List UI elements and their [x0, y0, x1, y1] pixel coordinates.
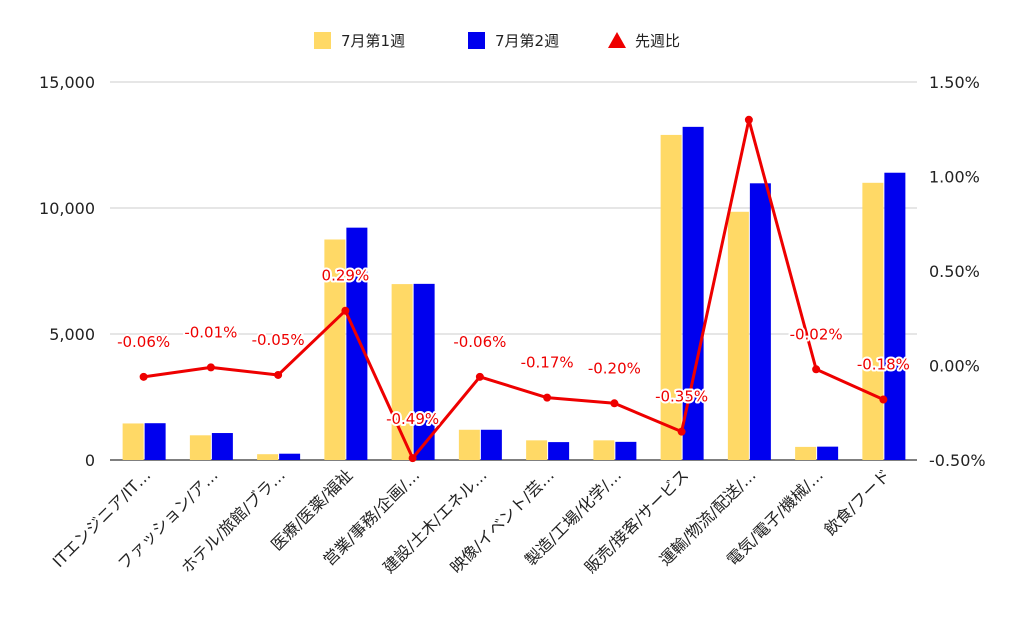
- bar: [122, 423, 144, 460]
- bar: [480, 429, 502, 460]
- ratio-line: [143, 118, 884, 460]
- category-label: 飲食/フード: [820, 465, 894, 539]
- bar: [615, 441, 637, 460]
- bar: [526, 440, 548, 460]
- bar: [660, 134, 682, 461]
- data-label: -0.06%: [117, 333, 170, 351]
- data-labels: -0.06% -0.01% -0.05% 0.29% -0.49% -0.06% -0.17…: [115, 265, 912, 430]
- bar: [211, 433, 233, 460]
- data-label: -0.05%: [252, 331, 305, 349]
- ratio-point: [475, 372, 484, 381]
- legend-label: 先週比: [635, 32, 680, 50]
- left-tick-label: 15,000: [39, 73, 95, 92]
- line-series: [139, 115, 888, 463]
- bar: [884, 172, 906, 460]
- data-label: -0.18%: [857, 356, 910, 374]
- data-label: 0.29%: [322, 267, 370, 285]
- legend-label: 7月第2週: [495, 32, 559, 50]
- legend-marker: [608, 32, 626, 48]
- ratio-point: [744, 115, 753, 124]
- grid-lines: [110, 81, 917, 461]
- bar: [391, 284, 413, 460]
- data-label: -0.17%: [521, 354, 574, 372]
- right-tick-label: 0.50%: [929, 262, 980, 281]
- bar: [458, 429, 480, 460]
- data-label: -0.06%: [453, 333, 506, 351]
- ratio-point: [139, 372, 148, 381]
- ratio-point: [812, 365, 821, 374]
- bar: [144, 423, 166, 460]
- data-label: -0.02%: [790, 325, 843, 343]
- ratio-point: [610, 399, 619, 408]
- bar: [324, 239, 346, 460]
- bar: [346, 227, 368, 460]
- ratio-point: [341, 306, 350, 315]
- bar: [749, 183, 771, 460]
- x-axis: ITエンジニア/IT…ファッション/ア…ホテル/旅館/ブラ…医療/医薬/福祉営業…: [49, 465, 894, 577]
- ratio-point: [543, 393, 552, 402]
- bar: [413, 283, 435, 460]
- ratio-point: [677, 427, 686, 436]
- right-tick-label: 1.00%: [929, 168, 980, 187]
- right-tick-label: -0.50%: [929, 451, 986, 470]
- data-label: -0.20%: [588, 359, 641, 377]
- bar: [257, 454, 279, 460]
- left-axis: 0 5,000 10,000 15,000: [39, 73, 95, 470]
- bar: [189, 435, 211, 460]
- left-tick-label: 0: [85, 451, 95, 470]
- right-axis: -0.50% 0.00% 0.50% 1.00% 1.50%: [929, 73, 986, 470]
- left-tick-label: 10,000: [39, 199, 95, 218]
- bar: [795, 446, 817, 460]
- bar: [817, 446, 839, 460]
- bar: [279, 453, 301, 460]
- ratio-point: [879, 395, 888, 404]
- ratio-point: [408, 454, 417, 463]
- legend-swatch: [314, 32, 331, 49]
- data-label: -0.49%: [386, 410, 439, 428]
- right-tick-label: 0.00%: [929, 357, 980, 376]
- right-tick-label: 1.50%: [929, 73, 980, 92]
- left-tick-label: 5,000: [49, 325, 95, 344]
- data-label: -0.01%: [184, 323, 237, 341]
- legend-swatch: [468, 32, 485, 49]
- legend: 7月第1週 7月第2週 先週比: [314, 32, 680, 50]
- ratio-point: [274, 370, 283, 379]
- bar: [727, 211, 749, 460]
- bar: [593, 440, 615, 460]
- bar: [548, 442, 570, 460]
- legend-label: 7月第1週: [341, 32, 405, 50]
- ratio-point: [206, 363, 215, 372]
- bar: [862, 182, 884, 461]
- data-label: -0.35%: [655, 388, 708, 406]
- bar: [682, 126, 704, 460]
- bars: [122, 126, 906, 461]
